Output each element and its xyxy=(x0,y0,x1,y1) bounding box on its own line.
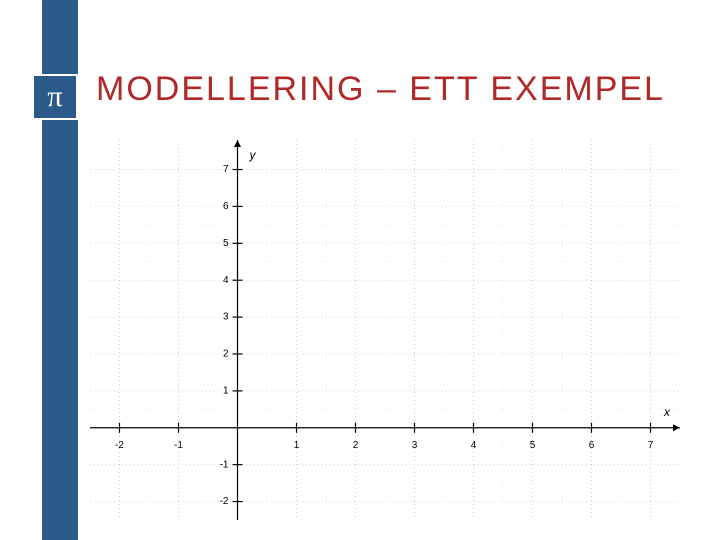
svg-text:7: 7 xyxy=(223,164,229,175)
svg-text:-2: -2 xyxy=(115,440,124,451)
svg-text:x: x xyxy=(663,405,671,419)
svg-text:2: 2 xyxy=(223,349,229,360)
svg-text:5: 5 xyxy=(530,440,536,451)
svg-text:2: 2 xyxy=(353,440,359,451)
svg-text:4: 4 xyxy=(223,275,229,286)
svg-text:-1: -1 xyxy=(174,440,183,451)
svg-text:y: y xyxy=(249,148,257,162)
pi-icon: π xyxy=(32,74,78,120)
chart-svg: -2 -1 1 2 3 4 5 6 7 -2 -1 1 2 3 4 5 6 7 x y xyxy=(90,140,680,520)
svg-text:-2: -2 xyxy=(220,496,229,507)
svg-text:6: 6 xyxy=(223,201,229,212)
page-title: MODELLERING – ETT EXEMPEL xyxy=(96,70,665,109)
svg-text:1: 1 xyxy=(294,440,300,451)
svg-text:6: 6 xyxy=(589,440,595,451)
coordinate-chart: -2 -1 1 2 3 4 5 6 7 -2 -1 1 2 3 4 5 6 7 x y xyxy=(90,140,680,520)
svg-text:4: 4 xyxy=(471,440,477,451)
svg-text:3: 3 xyxy=(412,440,418,451)
svg-text:1: 1 xyxy=(223,386,229,397)
svg-text:-1: -1 xyxy=(220,459,229,470)
svg-text:5: 5 xyxy=(223,238,229,249)
slide: π MODELLERING – ETT EXEMPEL -2-11234567-… xyxy=(0,0,720,540)
svg-text:3: 3 xyxy=(223,312,229,323)
svg-text:7: 7 xyxy=(648,440,654,451)
pi-glyph: π xyxy=(47,82,62,112)
